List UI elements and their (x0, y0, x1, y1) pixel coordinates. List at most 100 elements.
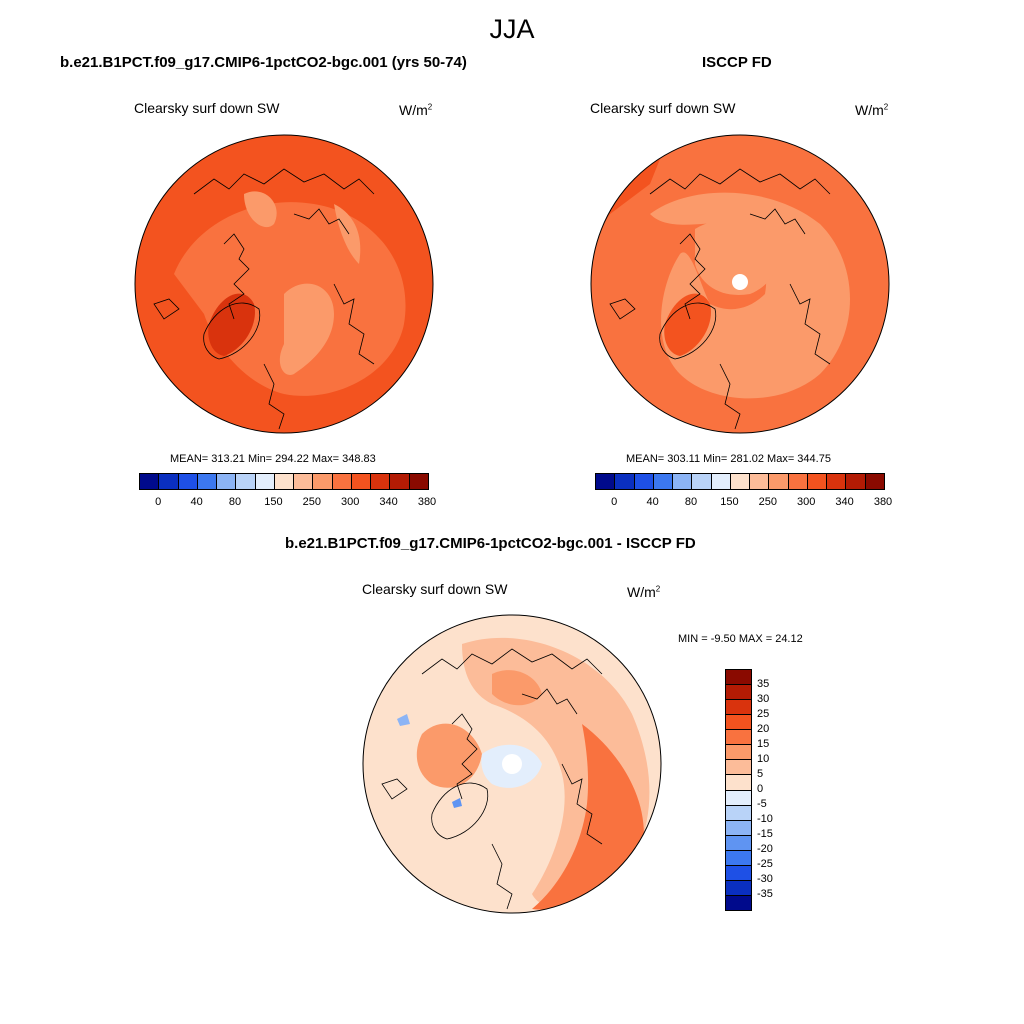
colorbar-tick-label: 380 (873, 496, 893, 508)
colorbar-swatch (140, 474, 160, 489)
panel2-units-exp: 2 (883, 102, 889, 112)
colorbar-tick-label: 0 (757, 783, 764, 795)
colorbar-swatch (726, 850, 751, 866)
colorbar-swatch (711, 474, 731, 489)
colorbar-swatch (726, 835, 751, 851)
colorbar-swatch (673, 474, 693, 489)
colorbar-swatch (692, 474, 712, 489)
colorbar-swatch (726, 805, 751, 821)
colorbar-swatch (653, 474, 674, 489)
panel1-colorbar (139, 473, 429, 490)
colorbar-tick-label: 15 (757, 738, 770, 750)
colorbar-swatch (159, 474, 179, 489)
colorbar-swatch (371, 474, 391, 489)
colorbar-swatch (726, 865, 751, 881)
colorbar-swatch (255, 474, 275, 489)
colorbar-swatch (313, 474, 333, 489)
colorbar-tick-label: 5 (757, 768, 764, 780)
colorbar-swatch (726, 880, 751, 896)
panel2-polar-map (590, 134, 890, 434)
panel3-polar-map (362, 614, 662, 914)
colorbar-tick-label: -35 (757, 888, 773, 900)
colorbar-swatch (726, 820, 751, 836)
panel2-stats: MEAN= 303.11 Min= 281.02 Max= 344.75 (626, 453, 831, 465)
colorbar-tick-label: 380 (417, 496, 437, 508)
colorbar-swatch (294, 474, 314, 489)
panel1-stats: MEAN= 313.21 Min= 294.22 Max= 348.83 (170, 453, 376, 465)
colorbar-tick-label: -10 (757, 813, 773, 825)
colorbar-swatch (827, 474, 847, 489)
colorbar-swatch (726, 775, 751, 791)
panel2-colorbar (595, 473, 885, 490)
colorbar-swatch (726, 790, 751, 806)
colorbar-swatch (726, 715, 751, 731)
colorbar-swatch (409, 474, 428, 489)
colorbar-swatch (332, 474, 352, 489)
colorbar-swatch (730, 474, 751, 489)
colorbar-tick-label: -5 (757, 798, 767, 810)
colorbar-swatch (750, 474, 770, 489)
colorbar-swatch (846, 474, 866, 489)
panel1-units-exp: 2 (427, 102, 433, 112)
colorbar-tick-label: -20 (757, 843, 773, 855)
panel3-title: b.e21.B1PCT.f09_g17.CMIP6-1pctCO2-bgc.00… (285, 535, 696, 552)
colorbar-swatch (596, 474, 616, 489)
panel3-stats: MIN = -9.50 MAX = 24.12 (678, 633, 803, 645)
colorbar-swatch (726, 760, 751, 776)
panel2-variable-label: Clearsky surf down SW (590, 100, 736, 116)
colorbar-tick-label: 250 (758, 496, 777, 508)
colorbar-swatch (726, 895, 751, 910)
colorbar-swatch (769, 474, 789, 489)
colorbar-swatch (351, 474, 372, 489)
colorbar-tick-label: 10 (757, 753, 770, 765)
colorbar-swatch (726, 745, 751, 761)
colorbar-swatch (197, 474, 218, 489)
colorbar-tick-label: 0 (155, 496, 162, 508)
panel3-units-exp: 2 (655, 584, 661, 594)
panel3-variable-label: Clearsky surf down SW (362, 581, 508, 597)
colorbar-tick-label: 300 (797, 496, 816, 508)
colorbar-tick-label: 250 (302, 496, 321, 508)
colorbar-tick-label: 80 (684, 496, 698, 508)
colorbar-tick-label: 300 (341, 496, 360, 508)
colorbar-tick-label: 40 (190, 496, 203, 508)
main-title: JJA (489, 14, 535, 44)
colorbar-swatch (726, 685, 751, 701)
colorbar-tick-label: 25 (757, 708, 770, 720)
colorbar-swatch (726, 670, 751, 686)
colorbar-tick-label: -25 (757, 858, 773, 870)
colorbar-swatch (236, 474, 256, 489)
colorbar-tick-label: 340 (835, 496, 854, 508)
colorbar-swatch (274, 474, 295, 489)
panel3-colorbar (725, 669, 752, 911)
colorbar-tick-label: -30 (757, 873, 773, 885)
colorbar-tick-label: 150 (720, 496, 739, 508)
panel1-units-base: W/m (399, 102, 428, 118)
colorbar-swatch (865, 474, 884, 489)
colorbar-swatch (788, 474, 808, 489)
panel2-units: W/m2 (855, 102, 888, 118)
colorbar-swatch (634, 474, 654, 489)
panel2-title: ISCCP FD (702, 54, 772, 71)
colorbar-tick-label: 150 (264, 496, 283, 508)
panel1-units: W/m2 (399, 102, 432, 118)
colorbar-tick-label: 35 (757, 678, 770, 690)
colorbar-swatch (217, 474, 237, 489)
colorbar-swatch (390, 474, 410, 489)
colorbar-swatch (807, 474, 828, 489)
panel1-polar-map (134, 134, 434, 434)
panel3-units-base: W/m (627, 584, 656, 600)
colorbar-swatch (726, 730, 751, 746)
colorbar-swatch (726, 700, 751, 716)
colorbar-tick-label: 30 (757, 693, 770, 705)
panel2-units-base: W/m (855, 102, 884, 118)
colorbar-tick-label: 80 (228, 496, 242, 508)
colorbar-swatch (615, 474, 635, 489)
colorbar-swatch (178, 474, 198, 489)
colorbar-tick-label: -15 (757, 828, 773, 840)
colorbar-tick-label: 40 (646, 496, 659, 508)
colorbar-tick-label: 20 (757, 723, 770, 735)
panel1-title: b.e21.B1PCT.f09_g17.CMIP6-1pctCO2-bgc.00… (60, 54, 467, 71)
colorbar-tick-label: 0 (611, 496, 618, 508)
panel1-variable-label: Clearsky surf down SW (134, 100, 280, 116)
